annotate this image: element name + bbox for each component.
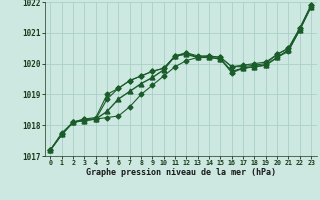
X-axis label: Graphe pression niveau de la mer (hPa): Graphe pression niveau de la mer (hPa): [86, 168, 276, 177]
